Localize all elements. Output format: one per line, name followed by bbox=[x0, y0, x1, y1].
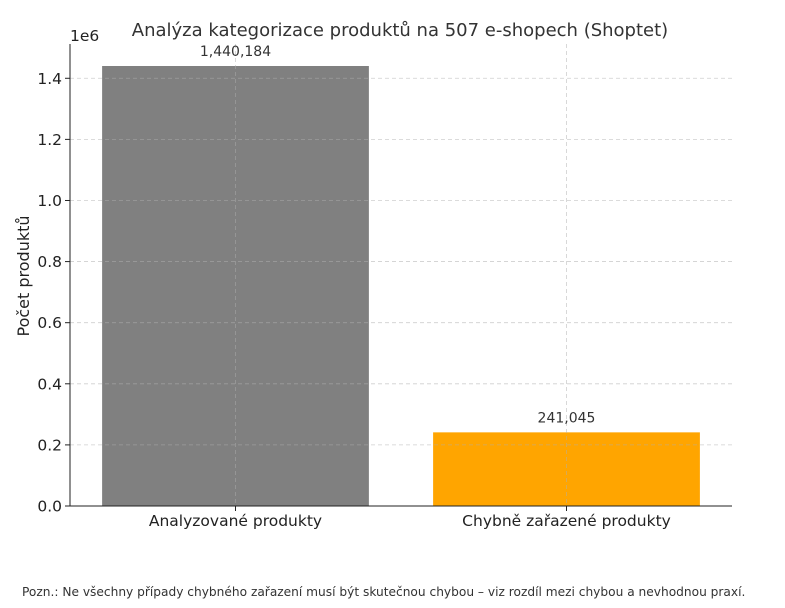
x-tick-label-1: Chybně zařazené produkty bbox=[462, 512, 671, 530]
footnote: Pozn.: Ne všechny případy chybného zařaz… bbox=[22, 585, 746, 599]
y-tick-label-5: 1.0 bbox=[37, 192, 62, 210]
data-labels: 1,440,184 241,045 bbox=[200, 44, 596, 426]
y-tick-label-2: 0.4 bbox=[37, 375, 62, 393]
y-tick-label-3: 0.6 bbox=[37, 314, 62, 332]
y-tick-label-7: 1.4 bbox=[37, 70, 62, 88]
x-axis-ticks: Analyzované produkty Chybně zařazené prod… bbox=[149, 506, 671, 530]
y-tick-label-0: 0.0 bbox=[37, 498, 62, 516]
y-axis-offset-label: 1e6 bbox=[70, 27, 99, 45]
x-tick-label-0: Analyzované produkty bbox=[149, 512, 322, 530]
y-tick-label-1: 0.2 bbox=[37, 436, 62, 454]
y-tick-label-6: 1.2 bbox=[37, 131, 62, 149]
y-axis-ticks: 0.0 0.2 0.4 0.6 0.8 1.0 1.2 1.4 bbox=[37, 70, 70, 516]
data-label-0: 1,440,184 bbox=[200, 44, 271, 60]
y-axis-label: Počet produktů bbox=[14, 215, 33, 336]
y-tick-label-4: 0.8 bbox=[37, 253, 62, 271]
axes bbox=[69, 44, 732, 507]
chart-title: Analýza kategorizace produktů na 507 e-s… bbox=[132, 20, 668, 41]
data-label-1: 241,045 bbox=[538, 410, 596, 426]
bars bbox=[102, 65, 700, 506]
